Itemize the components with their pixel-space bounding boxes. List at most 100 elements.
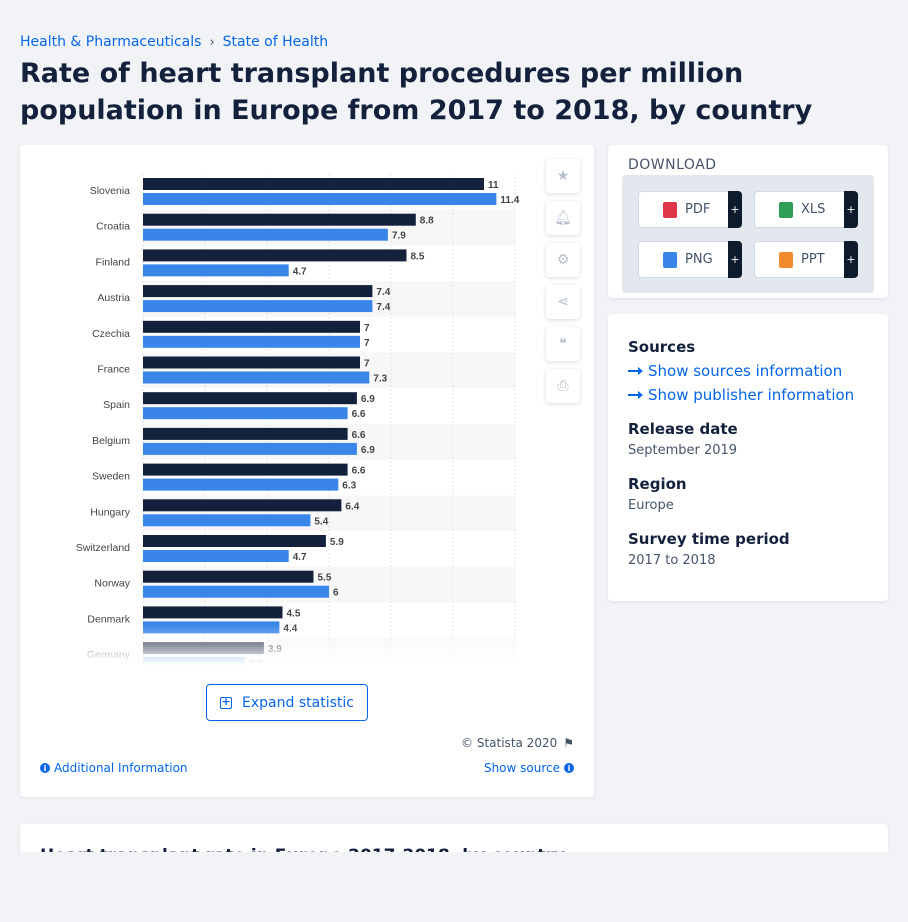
- breadcrumb-separator: ›: [209, 34, 215, 50]
- category-label: Spain: [103, 399, 130, 411]
- data-label: 6.6: [352, 466, 366, 477]
- png-icon: [663, 251, 677, 268]
- xls-icon: [779, 201, 793, 218]
- data-label: 11.4: [500, 195, 519, 206]
- category-label: Slovenia: [90, 185, 130, 197]
- chart-fade: [20, 625, 550, 665]
- data-label: 8.8: [420, 216, 434, 227]
- bar-2018: [143, 228, 388, 241]
- bar-2018: [143, 478, 339, 491]
- bar-2018: [143, 407, 348, 420]
- download-png-label: PNG: [685, 252, 713, 267]
- download-title: DOWNLOAD: [628, 157, 717, 173]
- show-source-label: Show source: [483, 761, 560, 775]
- data-label: 6.4: [345, 501, 359, 512]
- bar-2018: [143, 335, 360, 348]
- breadcrumb: Health & Pharmaceuticals › State of Heal…: [20, 34, 328, 50]
- footer-overlay: [0, 852, 908, 922]
- expand-statistic-button[interactable]: + Expand statistic: [206, 684, 368, 721]
- data-label: 4.7: [293, 552, 307, 563]
- data-label: 6.6: [352, 409, 366, 420]
- bar-2017: [143, 320, 360, 333]
- show-source-link[interactable]: Show source i: [484, 761, 574, 775]
- data-label: 5.9: [330, 537, 344, 548]
- page-header: Health & Pharmaceuticals › State of Heal…: [0, 0, 908, 145]
- flag-icon[interactable]: ⚑: [563, 736, 574, 750]
- survey-period-label: Survey time period: [628, 530, 790, 548]
- download-ppt-label: PPT: [801, 252, 825, 267]
- category-label: Hungary: [90, 506, 130, 518]
- bell-icon[interactable]: 🔔︎: [546, 201, 580, 235]
- category-label: Croatia: [96, 221, 130, 233]
- data-label: 11: [488, 180, 499, 191]
- download-xls-button[interactable]: XLS +: [754, 191, 858, 228]
- print-icon[interactable]: ⎙: [546, 369, 580, 403]
- category-label: Switzerland: [76, 542, 130, 554]
- gear-icon[interactable]: ⚙: [546, 243, 580, 277]
- bar-2018: [143, 585, 329, 598]
- bar-2018: [143, 550, 289, 562]
- region-label: Region: [628, 475, 687, 493]
- star-icon[interactable]: ★: [546, 159, 580, 193]
- bar-2018: [143, 300, 373, 313]
- data-label: 4.5: [287, 608, 301, 619]
- region-value: Europe: [628, 498, 674, 513]
- download-ppt-button[interactable]: PPT +: [754, 241, 858, 278]
- category-label: Denmark: [87, 613, 130, 625]
- bar-2017: [143, 213, 416, 226]
- category-label: Sweden: [92, 471, 130, 483]
- data-label: 6.3: [342, 481, 356, 492]
- quote-icon[interactable]: ❝: [546, 327, 580, 361]
- category-label: Norway: [94, 578, 130, 590]
- additional-information-label: Additional Information: [54, 761, 188, 775]
- data-label: 8.5: [411, 251, 425, 262]
- data-label: 6.6: [352, 430, 366, 441]
- show-sources-link[interactable]: Show sources information: [628, 362, 842, 380]
- arrow-right-icon: [628, 391, 643, 399]
- survey-period-value: 2017 to 2018: [628, 553, 716, 568]
- bar-2017: [143, 392, 357, 405]
- bar-2017: [143, 606, 283, 619]
- share-icon[interactable]: ⋖: [546, 285, 580, 319]
- category-label: Czechia: [92, 328, 130, 340]
- additional-information-link[interactable]: i Additional Information: [40, 761, 188, 775]
- bar-2017: [143, 570, 314, 583]
- data-label: 7: [364, 359, 370, 370]
- bar-2018: [143, 371, 370, 384]
- data-label: 7: [364, 323, 370, 334]
- category-label: Belgium: [92, 435, 130, 447]
- download-png-button[interactable]: PNG +: [638, 241, 742, 278]
- bar-2018: [143, 193, 497, 205]
- bar-2017: [143, 463, 348, 476]
- expand-label: Expand statistic: [242, 694, 354, 711]
- data-label: 7.3: [373, 374, 387, 385]
- data-label: 4.7: [293, 266, 307, 277]
- data-label: 6.9: [361, 394, 375, 405]
- category-label: France: [97, 364, 130, 376]
- png-plus-icon[interactable]: +: [728, 241, 742, 278]
- show-publisher-label: Show publisher information: [648, 386, 855, 404]
- show-sources-label: Show sources information: [648, 362, 843, 380]
- breadcrumb-health[interactable]: Health & Pharmaceuticals: [20, 34, 202, 50]
- xls-plus-icon[interactable]: +: [844, 191, 858, 228]
- data-label: 6: [333, 588, 339, 599]
- breadcrumb-state-of-health[interactable]: State of Health: [222, 34, 329, 50]
- release-date-label: Release date: [628, 420, 738, 438]
- data-label: 7.4: [376, 302, 390, 313]
- category-label: Finland: [96, 256, 131, 268]
- download-box: PDF + XLS + PNG + PPT +: [622, 175, 874, 293]
- sources-label: Sources: [628, 338, 696, 356]
- page-title: Rate of heart transplant procedures per …: [20, 58, 813, 126]
- show-publisher-link[interactable]: Show publisher information: [628, 386, 854, 404]
- bar-2018: [143, 514, 311, 527]
- download-pdf-button[interactable]: PDF +: [638, 191, 742, 228]
- info-icon: i: [40, 763, 50, 773]
- bar-2017: [143, 535, 326, 547]
- bar-2017: [143, 499, 342, 512]
- pdf-plus-icon[interactable]: +: [728, 191, 742, 228]
- copyright: © Statista 2020 ⚑: [461, 736, 574, 750]
- category-label: Austria: [97, 292, 130, 304]
- ppt-plus-icon[interactable]: +: [844, 241, 858, 278]
- bar-2017: [143, 249, 407, 262]
